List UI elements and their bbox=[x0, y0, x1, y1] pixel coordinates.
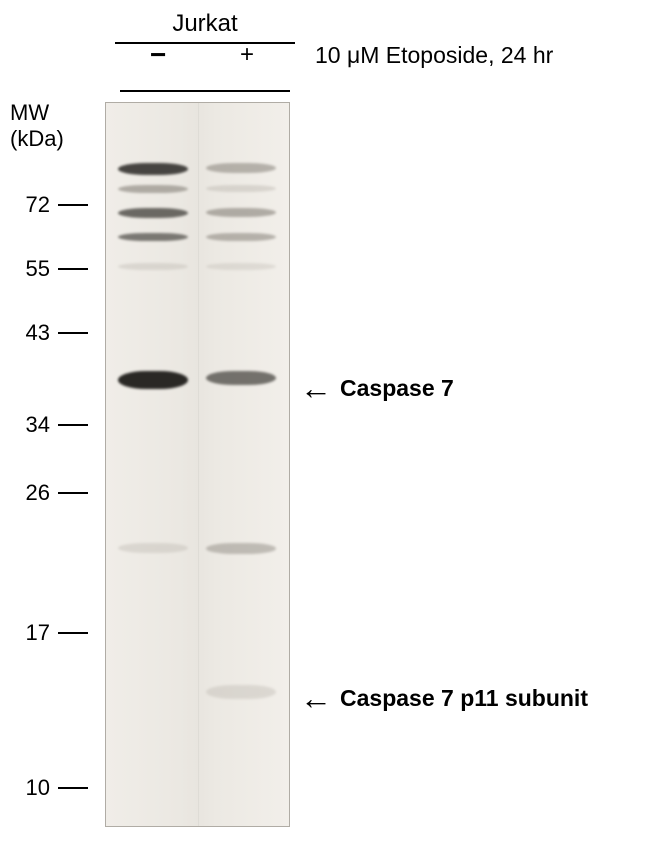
mw-marker: 72 bbox=[10, 192, 88, 218]
lane1-band bbox=[118, 233, 188, 241]
western-blot bbox=[105, 102, 290, 827]
lane2-band bbox=[206, 163, 276, 173]
condition-plus: + bbox=[240, 41, 254, 69]
annotation-label: Caspase 7 p11 subunit bbox=[340, 685, 588, 712]
mw-value: 26 bbox=[10, 480, 50, 506]
condition-minus: − bbox=[150, 39, 166, 71]
mw-marker: 26 bbox=[10, 480, 88, 506]
mw-tick bbox=[58, 787, 88, 789]
arrow-left-icon: ← bbox=[300, 370, 332, 407]
header-section: Jurkat bbox=[105, 10, 305, 44]
lane1-band bbox=[118, 185, 188, 193]
mw-value: 34 bbox=[10, 412, 50, 438]
mw-value: 17 bbox=[10, 620, 50, 646]
lane2-band bbox=[206, 263, 276, 270]
lane2-band bbox=[206, 208, 276, 217]
annotation-label: Caspase 7 bbox=[340, 375, 454, 402]
mw-value: 72 bbox=[10, 192, 50, 218]
lane2-band bbox=[206, 233, 276, 241]
sample-label: Jurkat bbox=[105, 10, 305, 38]
lane2-band bbox=[206, 543, 276, 554]
lane2-band bbox=[206, 685, 276, 699]
condition-underline bbox=[120, 90, 290, 92]
lane1-band bbox=[118, 163, 188, 175]
lane2-band bbox=[206, 371, 276, 385]
mw-tick bbox=[58, 204, 88, 206]
lane2-band bbox=[206, 185, 276, 192]
mw-value: 43 bbox=[10, 320, 50, 346]
mw-header: MW (kDa) bbox=[10, 100, 64, 152]
arrow-left-icon: ← bbox=[300, 680, 332, 717]
band-annotation: ← Caspase 7 p11 subunit bbox=[300, 680, 588, 717]
mw-tick bbox=[58, 268, 88, 270]
mw-marker: 43 bbox=[10, 320, 88, 346]
mw-value: 10 bbox=[10, 775, 50, 801]
mw-marker: 10 bbox=[10, 775, 88, 801]
mw-tick bbox=[58, 332, 88, 334]
lane1-band bbox=[118, 263, 188, 270]
treatment-label: 10 μM Etoposide, 24 hr bbox=[315, 42, 553, 69]
mw-header-line2: (kDa) bbox=[10, 126, 64, 152]
mw-marker: 34 bbox=[10, 412, 88, 438]
lane1-band bbox=[118, 371, 188, 389]
lane-divider bbox=[198, 103, 199, 826]
mw-tick bbox=[58, 424, 88, 426]
sample-underline bbox=[115, 42, 295, 44]
mw-marker: 55 bbox=[10, 256, 88, 282]
mw-tick bbox=[58, 492, 88, 494]
lane1-band bbox=[118, 208, 188, 218]
mw-header-line1: MW bbox=[10, 100, 64, 126]
mw-tick bbox=[58, 632, 88, 634]
lane1-band bbox=[118, 543, 188, 553]
band-annotation: ← Caspase 7 bbox=[300, 370, 454, 407]
mw-marker: 17 bbox=[10, 620, 88, 646]
mw-value: 55 bbox=[10, 256, 50, 282]
